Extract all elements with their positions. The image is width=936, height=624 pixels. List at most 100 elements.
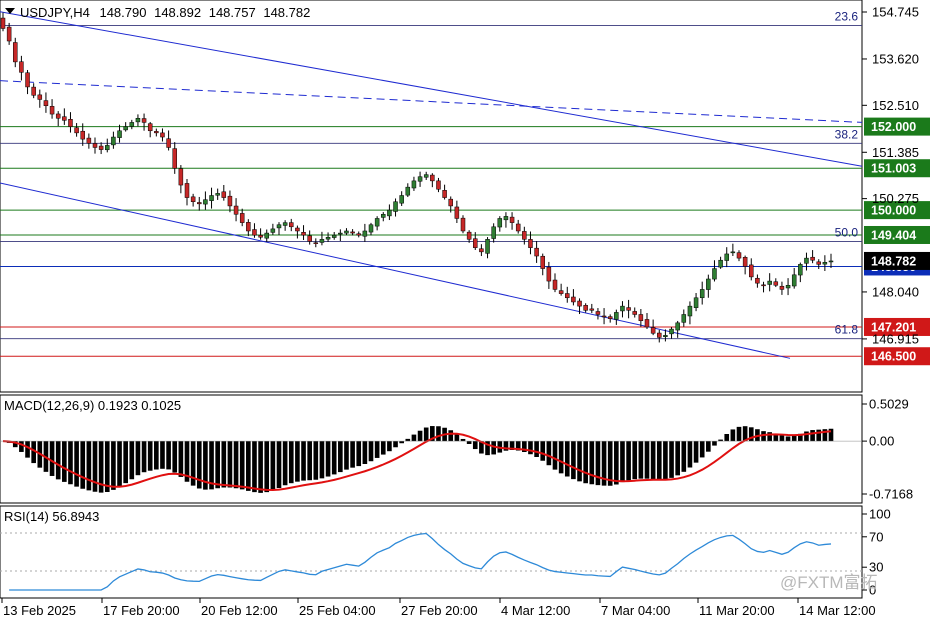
candle-body: [387, 209, 392, 217]
macd-panel[interactable]: MACD(12,26,9) 0.1923 0.1025: [0, 394, 863, 504]
time-tick-label: 7 Mar 04:00: [601, 603, 670, 618]
candle-body: [491, 226, 496, 239]
candle-body: [338, 232, 343, 235]
fib-label: 38.2: [835, 127, 859, 141]
level-tag-label: 149.404: [871, 228, 916, 242]
candle-body: [804, 257, 809, 264]
collapse-arrow-icon[interactable]: [5, 8, 15, 14]
candle-body: [98, 145, 104, 150]
time-axis[interactable]: 13 Feb 2025 17 Feb 20:00 20 Feb 12:00 25 Fe…: [0, 597, 876, 618]
candle-body: [154, 131, 159, 134]
price-tick-label: 152.510: [872, 98, 919, 113]
candle-body: [736, 252, 742, 259]
candle-body: [221, 191, 227, 198]
candle-body: [436, 180, 441, 190]
candle-body: [607, 316, 613, 319]
channel-upper-line: [0, 11, 863, 167]
candle-body: [798, 264, 803, 276]
candle-body: [448, 198, 453, 207]
time-tick-label: 25 Feb 04:00: [299, 603, 376, 618]
candle-body: [571, 296, 576, 303]
horizontal-levels: [0, 126, 862, 357]
candle-body: [626, 307, 631, 311]
candle-body: [583, 305, 588, 311]
level-tag-label: 147.201: [871, 320, 916, 334]
macd-tick-label: -0.7168: [869, 487, 913, 502]
candle-body: [43, 100, 49, 106]
candle-body: [147, 123, 153, 132]
candle-body: [650, 327, 656, 334]
candle-body: [264, 232, 269, 239]
candle-body: [430, 174, 435, 182]
candle-body: [638, 314, 644, 321]
candle-body: [460, 217, 466, 232]
candle-body: [595, 311, 601, 315]
rsi-label: RSI(14) 56.8943: [4, 509, 99, 524]
candle-body: [393, 201, 398, 212]
candle-body: [215, 193, 220, 196]
candle-body: [706, 278, 711, 290]
candle-body: [791, 274, 797, 287]
candle-body: [479, 248, 484, 253]
candle-body: [773, 281, 779, 286]
candle-body: [381, 214, 386, 218]
candle-body: [289, 222, 294, 228]
candle-body: [307, 235, 312, 242]
candle-body: [105, 145, 110, 151]
candle-body: [190, 196, 196, 203]
candle-body: [301, 232, 306, 236]
candle-body: [6, 26, 12, 42]
candle-body: [399, 195, 404, 204]
rsi-tick-label: 70: [869, 529, 883, 544]
candle-body: [749, 264, 754, 278]
candle-body: [663, 335, 668, 337]
candle-body: [313, 242, 319, 244]
candle-body: [515, 223, 521, 232]
fib-label: 50.0: [835, 225, 859, 239]
candle-body: [166, 138, 171, 148]
candle-body: [644, 319, 650, 328]
candle-body: [135, 118, 141, 123]
macd-label: MACD(12,26,9) 0.1923 0.1025: [4, 398, 181, 413]
candle-body: [497, 218, 503, 228]
price-panel[interactable]: 23.6 38.2 50.0 61.8 USDJPY,H4 148.790 148.8…: [0, 0, 863, 393]
price-tick-label: 154.745: [872, 5, 919, 20]
current-price-label: 148.782: [871, 254, 916, 268]
candle-body: [810, 256, 815, 261]
rsi-line: [9, 532, 832, 591]
candle-body: [761, 284, 766, 287]
candle-body: [49, 106, 55, 115]
price-tick-label: 148.040: [872, 284, 919, 299]
candle-body: [117, 130, 122, 138]
candle-body: [522, 231, 527, 240]
level-tag: [864, 317, 930, 336]
candle-body: [258, 235, 263, 238]
candle-body: [742, 256, 748, 267]
candle-body: [822, 262, 828, 265]
candle-body: [123, 126, 128, 131]
price-axis[interactable]: 152.000151.003150.000149.404148.650147.2…: [862, 5, 930, 366]
candle-body: [160, 132, 165, 138]
rsi-panel[interactable]: RSI(14) 56.8943: [0, 505, 863, 599]
candle-body: [669, 328, 674, 335]
candle-body: [209, 195, 214, 201]
level-tag-label: 151.003: [871, 162, 916, 176]
candle-body: [601, 315, 607, 318]
candle-body: [368, 224, 374, 233]
candle-body: [558, 290, 564, 294]
macd-signal-line: [2, 430, 832, 492]
candle-body: [767, 280, 772, 285]
candle-body: [540, 255, 545, 269]
candle-body: [197, 202, 202, 205]
candle-body: [203, 199, 208, 205]
candle-body: [31, 86, 36, 96]
time-tick-label: 13 Feb 2025: [3, 603, 76, 618]
rsi-axis: 100 70 30 0: [862, 507, 891, 598]
candle-body: [178, 168, 184, 186]
candle-body: [356, 233, 361, 236]
rsi-tick-label: 100: [869, 507, 891, 522]
macd-histogram: [0, 426, 862, 493]
time-tick-label: 14 Mar 12:00: [799, 603, 876, 618]
candle-body: [675, 322, 680, 331]
